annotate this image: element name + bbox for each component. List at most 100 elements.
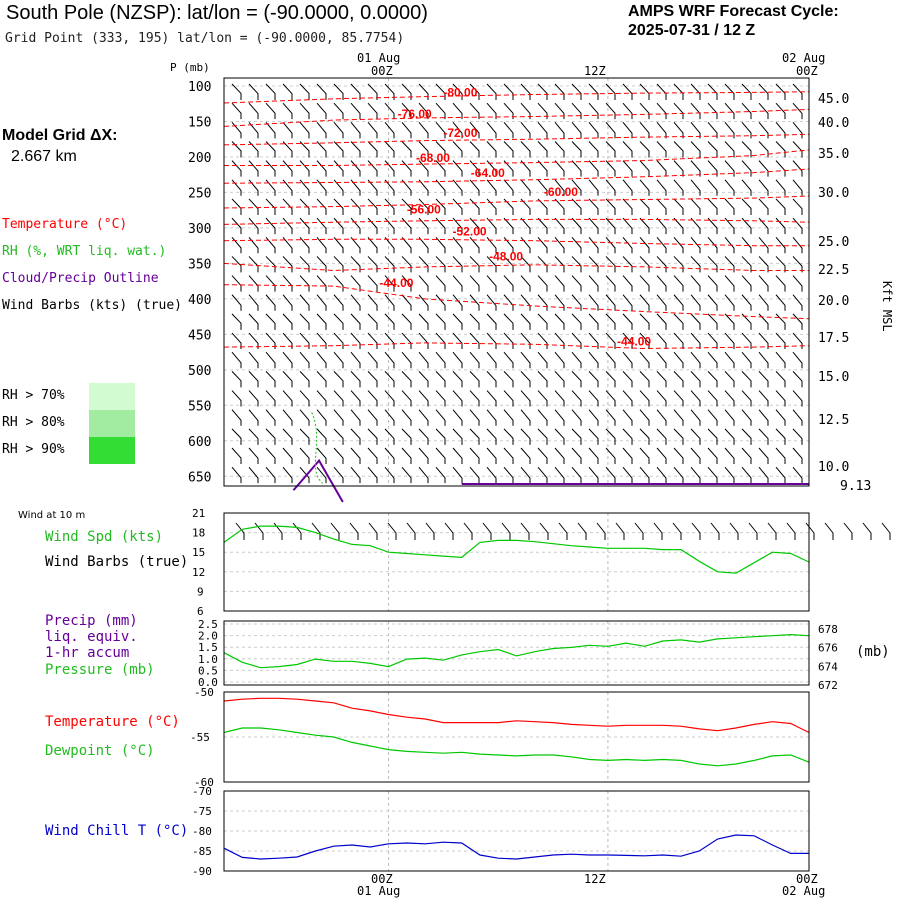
wind-barb [724,256,735,273]
isotherm-label: -60.00 [544,185,578,199]
wind-barb [265,371,276,388]
wind-barb [452,390,463,407]
wind-barb [401,351,412,369]
wind-barb [367,275,378,292]
wind-barb [554,371,565,388]
wind-barb-10m [520,522,530,540]
wind-barb [316,179,327,196]
wind-barb [690,217,701,235]
isotherm-label: -68.00 [416,151,450,165]
wind-barb [741,179,752,196]
wind-barb [231,275,242,292]
wind-barb [486,121,497,139]
wind-barb [452,217,463,235]
wind-barb [350,160,361,177]
wind-barb [537,256,548,273]
wind-barb [401,83,412,100]
wind-barb [452,102,463,120]
wind-barb [656,409,667,426]
precip-label: Precip (mm) [45,613,138,629]
wind-barb [248,256,259,273]
wind-barb [520,466,531,484]
wind-barb [673,409,684,426]
wind-barb [401,371,412,388]
wind-barb [792,160,803,177]
wind-barb [775,83,786,100]
wind-barb [486,294,497,311]
wind-panel-frame [223,512,810,612]
wind-barb [656,371,667,388]
wind-barb [316,409,327,426]
wind-barb [282,141,293,158]
isotherm-line [223,91,810,104]
wind-barb [469,83,480,100]
wind-barb [571,102,582,120]
wind-barb [435,466,446,484]
wind-barb [656,351,667,369]
wind-barb [401,217,412,235]
wind-barb [520,83,531,100]
wind-barb [588,179,599,196]
wind-barb [452,275,463,292]
wind-barb [741,198,752,215]
wind-barb [656,141,667,158]
wind-barb [707,428,718,445]
wind-barb [554,102,565,120]
wind-barb [316,351,327,369]
wind-barb [656,83,667,100]
legend-rh: RH (%, WRT liq. wat.) [2,244,167,259]
wind-barb [605,313,616,330]
wind-barb [656,217,667,235]
wind-barb [605,428,616,445]
wind-barb [673,121,684,139]
wind-barb [384,294,395,311]
wind-barb [622,409,633,426]
wind-barb [231,160,242,177]
wind-barb [384,466,395,484]
wind-barb [452,447,463,465]
wind-barb [486,409,497,426]
wind-barb [605,294,616,311]
wind-barb [537,179,548,196]
wind-barb [418,160,429,177]
wind-barb [605,198,616,215]
wind-barb [741,447,752,465]
wind-barb [656,390,667,407]
wind-barb [690,102,701,120]
wind-barb [775,160,786,177]
wind-barb [605,102,616,120]
wind-barb-10m [235,522,245,540]
wind-barb [639,102,650,120]
wind-barb [520,275,531,292]
wind-barb [520,160,531,177]
wind-barb [452,313,463,330]
wind-barb [418,428,429,445]
wind-barb [282,121,293,139]
wind-barb [384,313,395,330]
wind-barb [231,256,242,273]
wind-barb [605,275,616,292]
wind-barb [707,447,718,465]
temperature-line [223,697,810,734]
wind-barb [282,332,293,350]
wind-barb [673,332,684,350]
wind-barb [367,256,378,273]
wind-barb [333,466,344,484]
precip-pressure-frame [223,620,810,686]
wind-barb [503,275,514,292]
wind-barb [792,313,803,330]
wind-barb [367,121,378,139]
wind-barb [554,332,565,350]
wind-barb [537,332,548,350]
wind-barb [622,428,633,445]
wind-barb [469,428,480,445]
wind-barb [690,409,701,426]
legend-wind-barbs: Wind Barbs (kts) (true) [2,298,183,313]
wind-barb [656,428,667,445]
wind-barb [724,198,735,215]
wind-barb [758,141,769,158]
wind-barb [418,466,429,484]
wind-barb [469,236,480,254]
wind-barb-10m [387,522,397,540]
wind-barb [248,83,259,100]
